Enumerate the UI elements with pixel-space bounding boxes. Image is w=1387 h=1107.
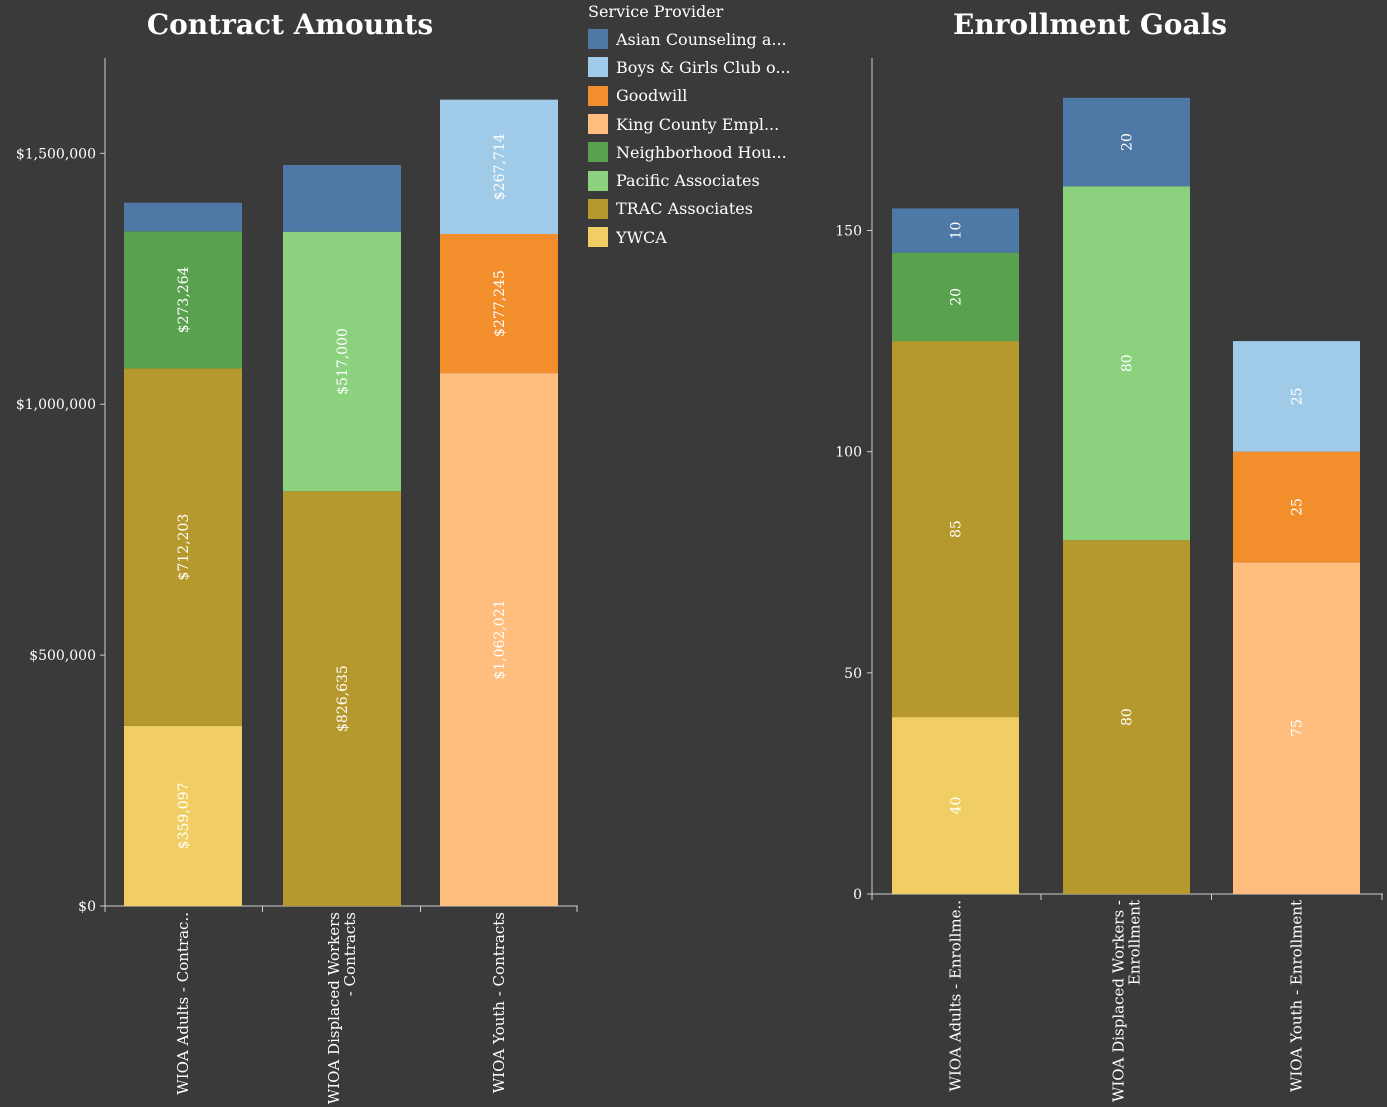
x-category-label: WIOA Displaced Workers - [1110,900,1128,1102]
bar-value-label: $1,062,021 [492,599,508,679]
legend-item[interactable]: TRAC Associates [588,195,798,223]
y-tick-label: $1,500,000 [16,146,96,162]
bar-segment[interactable] [283,491,401,906]
legend-swatch [588,170,608,191]
y-tick-label: $0 [78,899,96,915]
bar-value-label: $712,203 [176,514,192,581]
y-tick-label: 50 [844,666,862,682]
legend-item[interactable]: Asian Counseling a... [588,25,798,53]
bar-value-label: 80 [1120,708,1136,726]
bar-segment[interactable] [283,231,401,492]
legend-label: YWCA [616,227,667,247]
legend-label: Neighborhood Hou... [616,142,787,162]
legend-label: Goodwill [616,86,688,106]
bar-segment[interactable] [1233,451,1360,563]
bar-value-label: $517,000 [335,328,351,395]
y-tick-label: $1,000,000 [16,397,96,413]
bar-segment[interactable] [1063,97,1190,187]
legend-item[interactable]: Boys & Girls Club o... [588,53,798,81]
x-category-label: WIOA Youth - Contracts [490,912,508,1093]
bar-value-label: 20 [949,288,965,306]
legend-swatch [588,57,608,78]
chart-0: $0 $500,000 $1,000,000 $1,500,000 $359,097 $7… [16,58,578,1104]
bar-segment[interactable] [124,725,242,906]
bar-value-label: 25 [1290,387,1306,405]
legend-swatch [588,85,608,106]
bar-segment[interactable] [124,231,242,369]
bar-value-label: 10 [949,222,965,240]
legend-item[interactable]: Neighborhood Hou... [588,138,798,166]
legend-title: Service Provider [588,2,724,21]
contract-amounts-title: Contract Amounts [146,8,434,41]
bar-segment[interactable] [892,717,1019,894]
bar-segment[interactable] [892,252,1019,342]
legend-swatch [588,227,608,248]
bar-value-label: 85 [949,520,965,538]
bar-segment[interactable] [440,373,558,906]
x-category-label: WIOA Adults - Enrollme.. [947,900,965,1092]
bar-segment[interactable] [1063,540,1190,894]
enrollment-goals-title: Enrollment Goals [952,8,1227,41]
bar-segment[interactable] [1233,341,1360,452]
y-tick-label: 100 [835,445,862,461]
x-category-label: WIOA Adults - Contrac.. [174,912,192,1095]
y-tick-label: 0 [853,887,862,903]
bar-value-label: 40 [949,797,965,815]
x-category-label: Enrollment [1126,900,1144,985]
bar-segment[interactable] [1233,562,1360,894]
legend-label: Asian Counseling a... [616,29,787,49]
y-tick-label: $500,000 [29,648,96,664]
legend-swatch [588,29,608,50]
x-category-label: WIOA Displaced Workers [325,912,343,1104]
bar-segment[interactable] [124,202,242,232]
legend-item[interactable]: Goodwill [588,82,798,110]
legend-items: Asian Counseling a... Boys & Girls Club o… [588,25,798,251]
legend-item[interactable]: Pacific Associates [588,166,798,194]
legend-label: Boys & Girls Club o... [616,57,791,77]
x-category-label: WIOA Youth - Enrollment [1288,900,1306,1092]
legend-swatch [588,114,608,135]
legend-label: King County Empl... [616,114,780,134]
bar-value-label: $826,635 [335,665,351,732]
bar-value-label: $267,714 [492,133,508,200]
legend-swatch [588,198,608,219]
x-category-label: - Contracts [341,912,359,996]
bar-value-label: $273,264 [176,266,192,333]
bar-value-label: 25 [1290,498,1306,516]
bar-segment[interactable] [1063,186,1190,541]
bar-segment[interactable] [440,233,558,374]
legend: Service Provider Asian Counseling a... Bo… [588,2,798,251]
bar-value-label: 20 [1120,133,1136,151]
bar-segment[interactable] [124,368,242,726]
y-tick-label: 150 [835,224,862,240]
bar-value-label: $277,245 [492,270,508,337]
bar-value-label: $359,097 [176,783,192,850]
chart-1: 0 50 100 150 40 85 20 10 WIOA Adults - Enrollme.… [835,58,1383,1102]
bar-value-label: 80 [1120,354,1136,372]
bar-segment[interactable] [440,99,558,234]
bar-value-label: 75 [1290,719,1306,737]
legend-label: Pacific Associates [616,171,760,191]
legend-swatch [588,142,608,163]
bar-segment[interactable] [892,208,1019,253]
bar-segment[interactable] [892,341,1019,718]
legend-item[interactable]: King County Empl... [588,110,798,138]
legend-label: TRAC Associates [616,199,753,219]
legend-item[interactable]: YWCA [588,223,798,251]
bar-segment[interactable] [283,165,401,232]
